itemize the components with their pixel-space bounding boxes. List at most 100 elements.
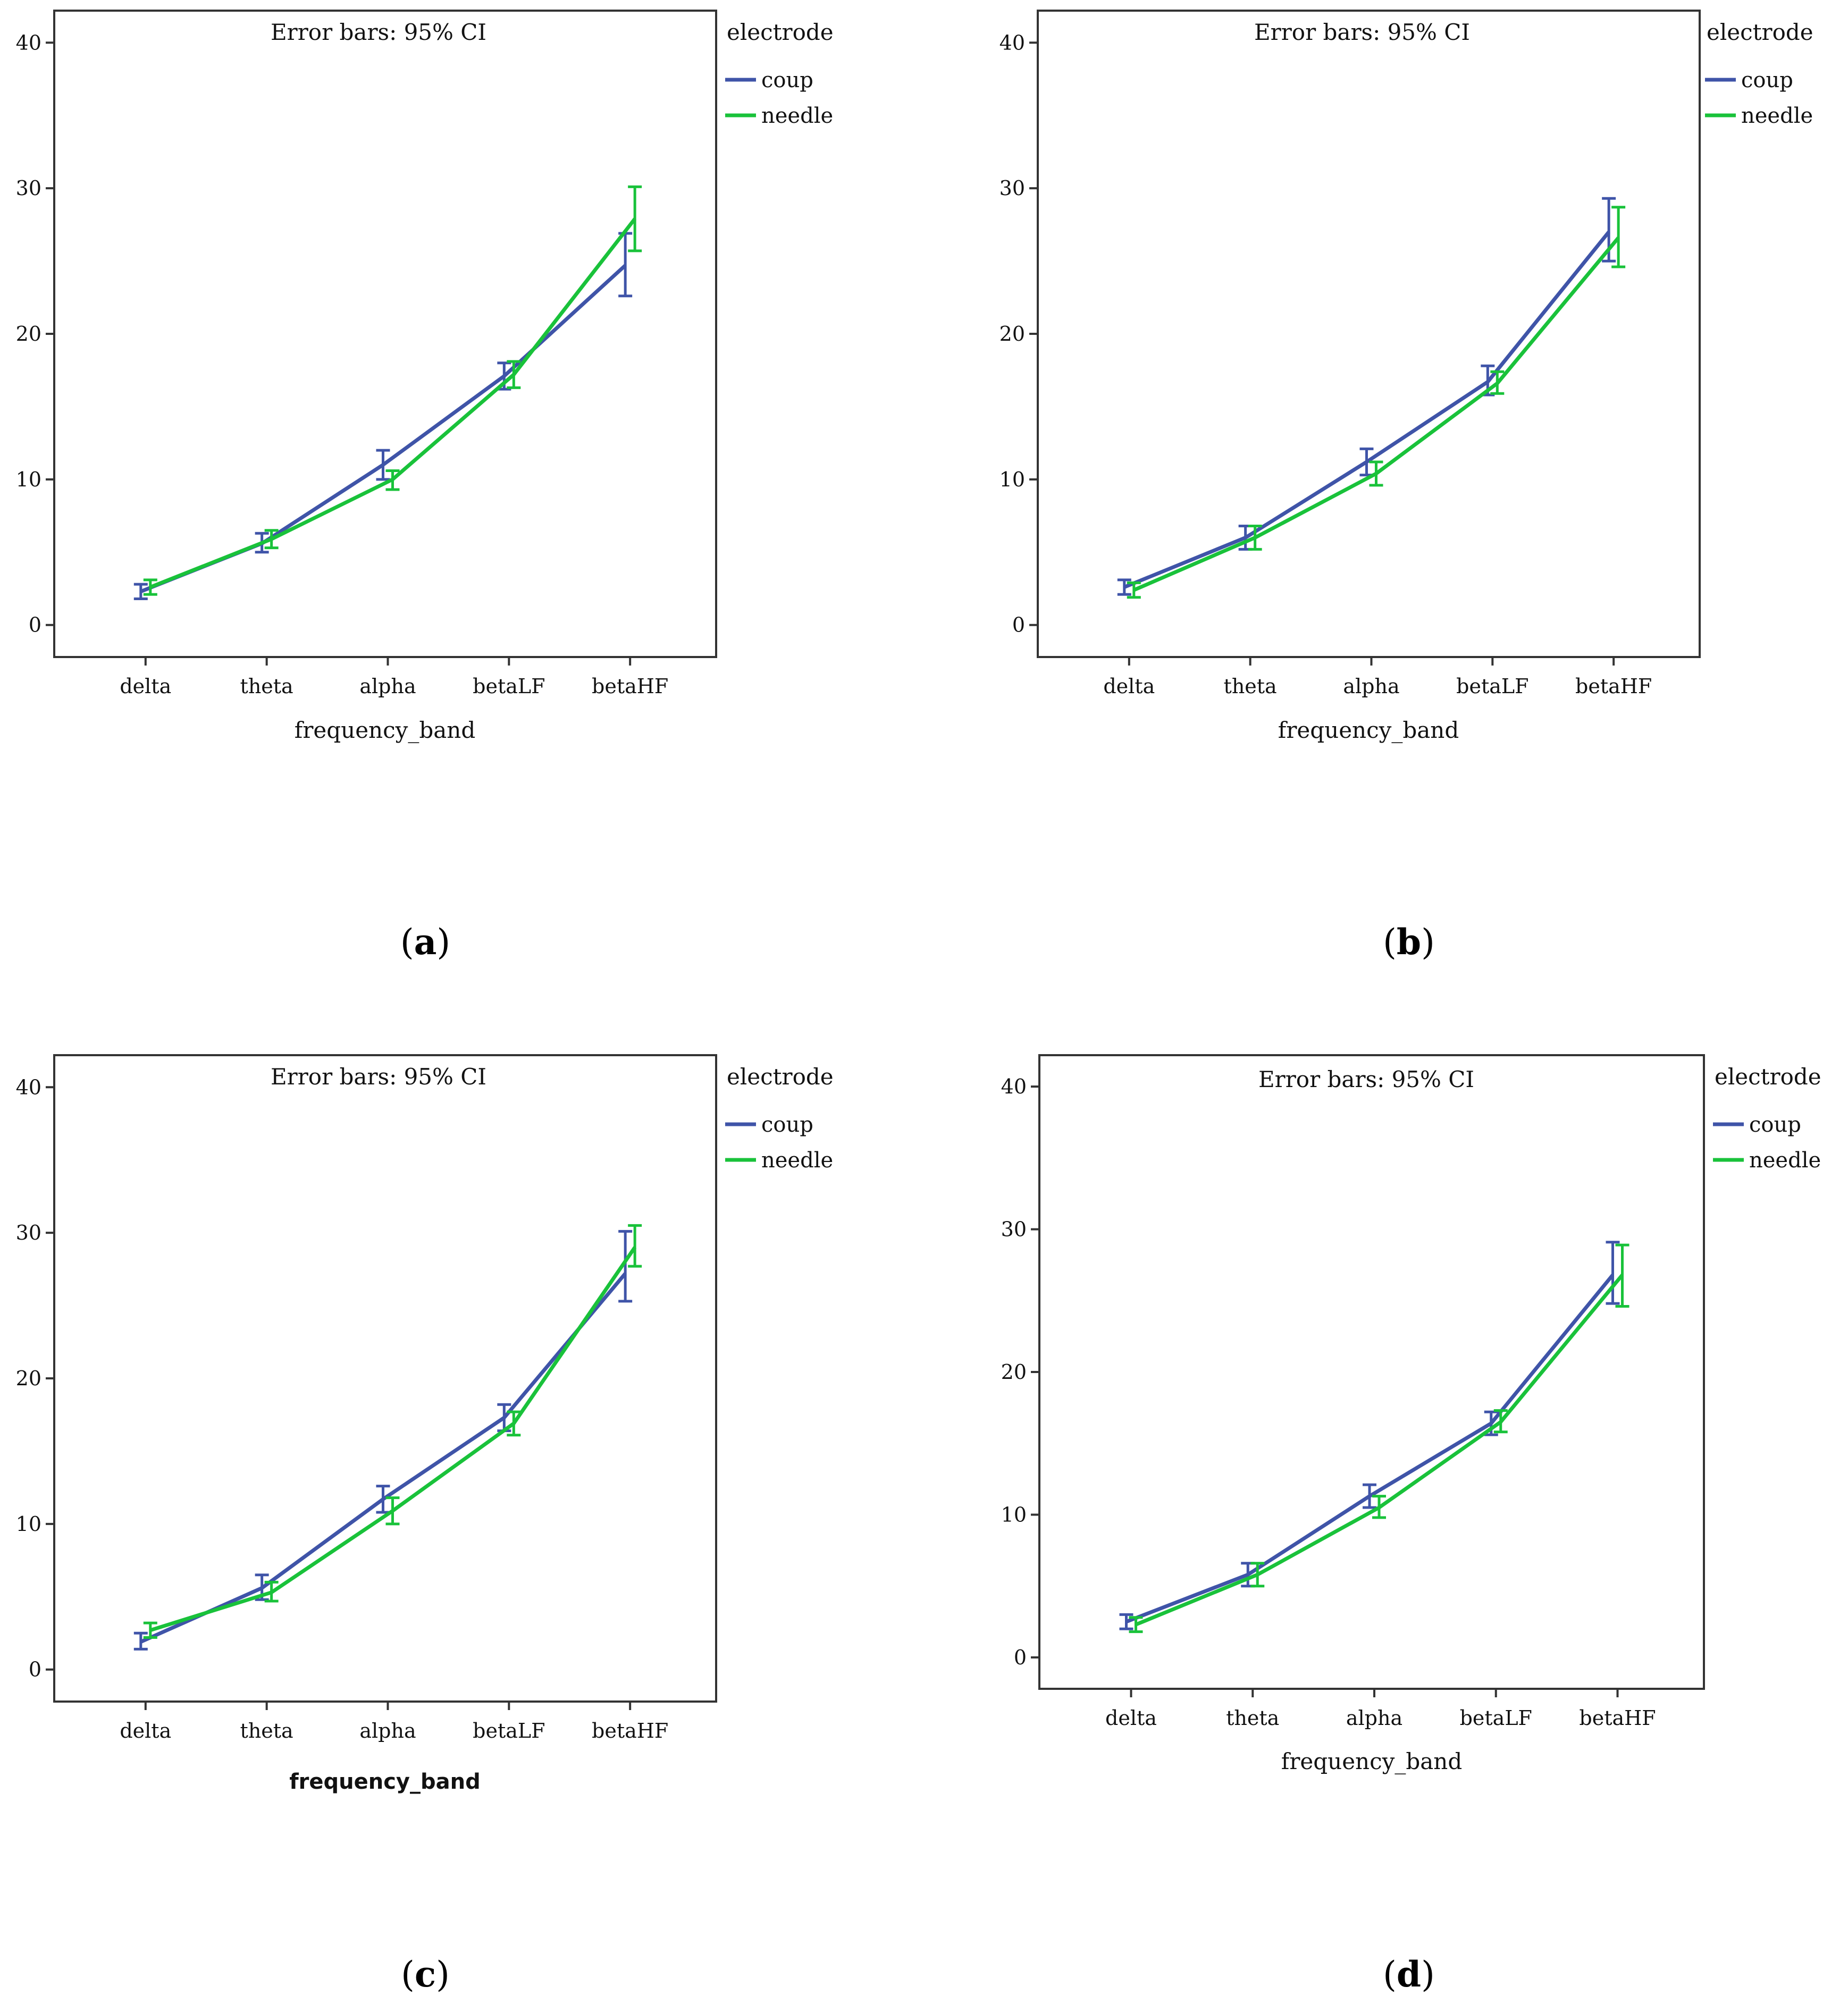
legend-label-coup: coup bbox=[761, 68, 813, 92]
y-tick-label: 20 bbox=[16, 322, 41, 346]
legend-label-needle: needle bbox=[761, 1148, 833, 1173]
y-tick-label: 0 bbox=[1014, 1646, 1027, 1669]
series-coup bbox=[1117, 197, 1616, 596]
series-line-coup bbox=[140, 264, 627, 594]
panel-a: 0 10 20 30 40 delta theta alpha betaLF betaHF Err… bbox=[16, 10, 834, 743]
error-bar-coup bbox=[1606, 1241, 1620, 1305]
plot-frame bbox=[53, 10, 717, 658]
x-tick-label: betaHF bbox=[1575, 675, 1652, 698]
panel-d: 0 10 20 30 40 delta theta alpha betaLF betaHF Err… bbox=[1001, 1054, 1821, 1774]
error-bar-coup bbox=[618, 232, 633, 298]
legend-label-needle: needle bbox=[761, 104, 833, 128]
series-needle bbox=[1129, 1243, 1629, 1634]
error-bars-annotation: Error bars: 95% CI bbox=[271, 1064, 486, 1090]
error-bars-annotation: Error bars: 95% CI bbox=[1254, 19, 1470, 45]
series-line-coup bbox=[1123, 231, 1610, 589]
x-tick-label: betaLF bbox=[1460, 1706, 1532, 1730]
x-tick-label: theta bbox=[240, 675, 293, 698]
data-layer bbox=[1117, 197, 1626, 599]
legend-label-coup: coup bbox=[761, 1113, 813, 1137]
legend-title: electrode bbox=[727, 1064, 834, 1090]
plot-frame bbox=[1038, 1054, 1705, 1690]
series-coup bbox=[133, 1230, 633, 1651]
y-tick-label: 30 bbox=[1001, 1218, 1027, 1241]
y-tick-label: 20 bbox=[999, 322, 1025, 346]
y-tick-label: 0 bbox=[29, 1658, 41, 1681]
legend: electrode coup needle bbox=[1713, 1064, 1821, 1173]
series-line-needle bbox=[1135, 1274, 1624, 1627]
error-bars-annotation: Error bars: 95% CI bbox=[1258, 1066, 1474, 1092]
error-bar-coup bbox=[133, 583, 148, 600]
panel-label-c: (c) bbox=[401, 1954, 450, 1995]
legend-label-coup: coup bbox=[1741, 68, 1793, 92]
legend-label-needle: needle bbox=[1741, 104, 1813, 128]
y-tick-label: 30 bbox=[16, 1221, 41, 1244]
y-tick-label: 20 bbox=[1001, 1360, 1027, 1384]
y-tick-label: 40 bbox=[1001, 1075, 1027, 1098]
data-layer bbox=[133, 1224, 642, 1651]
panel-b: 0 10 20 30 40 delta theta alpha betaLF betaHF Err… bbox=[999, 10, 1813, 743]
legend: electrode coup needle bbox=[725, 1064, 834, 1173]
data-layer bbox=[133, 185, 642, 600]
y-tick-label: 20 bbox=[16, 1367, 41, 1390]
legend-label-needle: needle bbox=[1749, 1148, 1821, 1173]
x-tick-label: betaHF bbox=[592, 1719, 668, 1742]
legend-label-coup: coup bbox=[1749, 1113, 1801, 1137]
x-tick-label: alpha bbox=[359, 1719, 416, 1742]
y-axis: 0 10 20 30 40 delta theta alpha betaLF betaHF bbox=[16, 31, 669, 698]
error-bar-coup bbox=[618, 1230, 633, 1303]
legend: electrode coup needle bbox=[725, 19, 834, 128]
series-coup bbox=[133, 232, 633, 600]
error-bars-annotation: Error bars: 95% CI bbox=[271, 19, 486, 45]
panel-label-d: (d) bbox=[1383, 1954, 1435, 1995]
x-axis-title: frequency_band bbox=[295, 717, 475, 743]
y-tick-label: 30 bbox=[16, 176, 41, 200]
series-line-coup bbox=[1125, 1274, 1615, 1624]
y-tick-label: 10 bbox=[16, 468, 41, 491]
x-tick-label: delta bbox=[120, 675, 171, 698]
x-axis-title: frequency_band bbox=[1281, 1748, 1462, 1774]
y-tick-label: 10 bbox=[999, 468, 1025, 491]
legend: electrode coup needle bbox=[1705, 19, 1813, 128]
x-tick-label: betaLF bbox=[473, 1719, 545, 1742]
x-tick-label: theta bbox=[1226, 1706, 1279, 1730]
x-axis-title: frequency_band bbox=[1278, 717, 1459, 743]
y-tick-label: 40 bbox=[16, 31, 41, 54]
y-tick-label: 0 bbox=[1012, 613, 1025, 637]
plot-frame bbox=[1037, 10, 1701, 658]
legend-title: electrode bbox=[1707, 19, 1813, 45]
y-tick-label: 30 bbox=[999, 176, 1025, 200]
error-bar-needle bbox=[1611, 206, 1626, 268]
x-tick-label: alpha bbox=[1343, 675, 1399, 698]
y-tick-label: 40 bbox=[999, 31, 1025, 54]
series-coup bbox=[1119, 1241, 1620, 1630]
panel-label-a: (a) bbox=[400, 921, 450, 963]
y-tick-label: 0 bbox=[29, 613, 41, 637]
x-tick-label: delta bbox=[120, 1719, 171, 1742]
x-tick-label: betaLF bbox=[473, 675, 545, 698]
legend-title: electrode bbox=[1715, 1064, 1821, 1090]
y-axis: 0 10 20 30 40 delta theta alpha betaLF betaHF bbox=[16, 1075, 669, 1742]
x-tick-label: alpha bbox=[359, 675, 416, 698]
x-tick-label: theta bbox=[1224, 675, 1277, 698]
legend-title: electrode bbox=[727, 19, 834, 45]
series-line-needle bbox=[149, 1246, 637, 1632]
plot-frame bbox=[53, 1054, 717, 1703]
error-bar-needle bbox=[628, 1224, 642, 1268]
x-tick-label: betaHF bbox=[592, 675, 668, 698]
series-needle bbox=[1127, 206, 1626, 599]
x-axis-title: frequency_band bbox=[289, 1770, 481, 1794]
panel-c: 0 10 20 30 40 delta theta alpha betaLF betaHF Err… bbox=[16, 1054, 834, 1794]
series-needle bbox=[143, 185, 642, 596]
data-layer bbox=[1119, 1241, 1629, 1634]
x-tick-label: theta bbox=[240, 1719, 293, 1742]
y-tick-label: 10 bbox=[16, 1512, 41, 1536]
series-line-needle bbox=[1133, 237, 1620, 592]
x-tick-label: delta bbox=[1103, 675, 1155, 698]
y-axis: 0 10 20 30 40 delta theta alpha betaLF betaHF bbox=[999, 31, 1652, 698]
y-tick-label: 40 bbox=[16, 1075, 41, 1099]
x-tick-label: alpha bbox=[1346, 1706, 1402, 1730]
series-line-coup bbox=[140, 1272, 627, 1644]
x-tick-label: betaHF bbox=[1579, 1706, 1656, 1730]
